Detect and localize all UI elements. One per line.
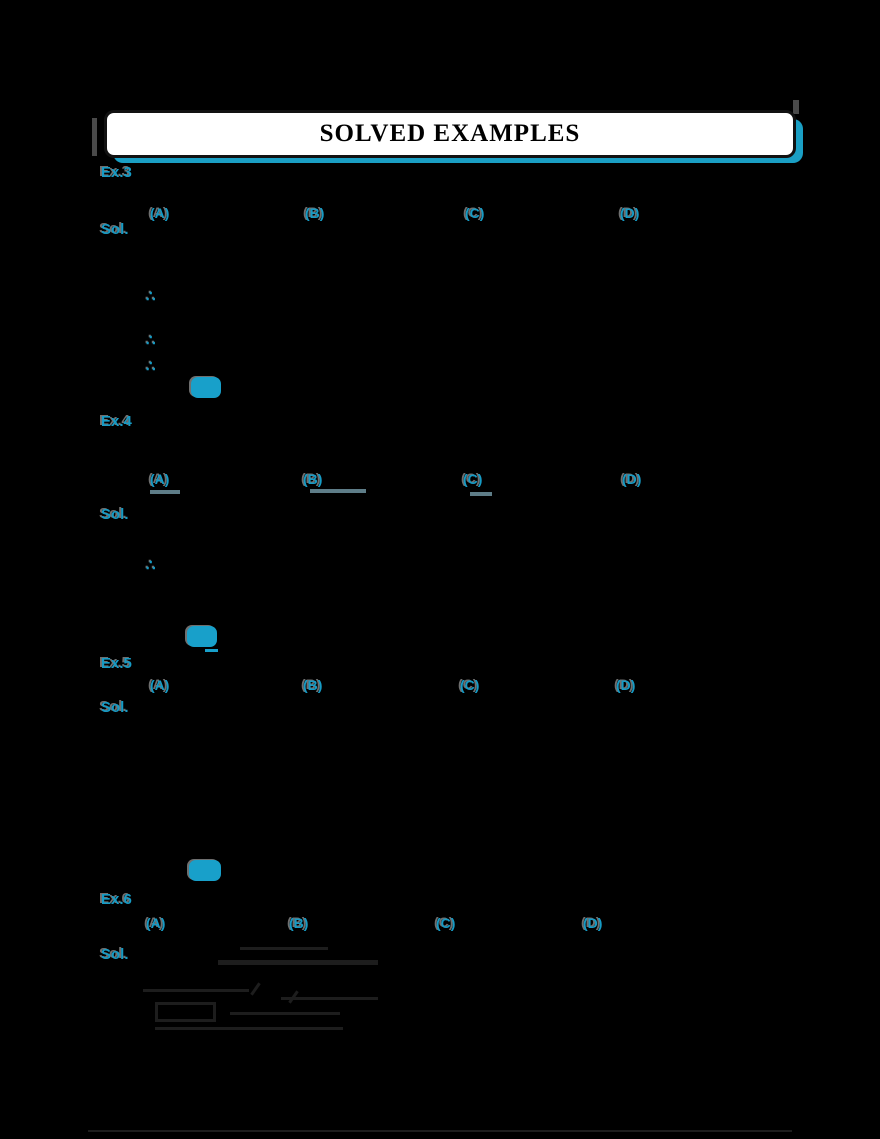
example-2-option-a: (A): [150, 471, 170, 487]
example-2-option-d: (D): [622, 471, 642, 487]
therefore-icon: ∴: [146, 557, 156, 574]
example-3-option-a: (A): [150, 677, 170, 693]
example-4-option-b: (B): [289, 915, 309, 931]
example-4-label: Ex.6: [101, 891, 132, 908]
example-4-option-d: (D): [583, 915, 603, 931]
example-1-option-d: (D): [620, 205, 640, 221]
example-1-option-a: (A): [150, 205, 170, 221]
example-1-sol-label: Sol.: [101, 221, 129, 238]
example-2-answer-highlight: [187, 626, 217, 647]
example-3-sol-label: Sol.: [101, 699, 129, 716]
fraction-bar: [310, 489, 366, 493]
example-4-option-a: (A): [146, 915, 166, 931]
answer-underline-tick: [205, 649, 218, 652]
fraction-bar: [150, 490, 180, 494]
example-3-option-d: (D): [616, 677, 636, 693]
example-2-label: Ex.4: [101, 413, 132, 430]
page-bottom-edge: [88, 1130, 792, 1132]
example-2-sol-label: Sol.: [101, 506, 129, 523]
example-1-option-c: (C): [465, 205, 485, 221]
example-3-option-b: (B): [303, 677, 323, 693]
example-4-option-c: (C): [436, 915, 456, 931]
example-3-option-c: (C): [460, 677, 480, 693]
example-1-label: Ex.3: [101, 164, 132, 181]
example-2-option-c: (C): [463, 471, 483, 487]
example-3-answer-highlight: [189, 860, 221, 881]
example-4-sol-label: Sol.: [101, 946, 129, 963]
therefore-icon: ∴: [146, 288, 156, 305]
example-2-option-b: (B): [303, 471, 323, 487]
right-edge-tick: [793, 100, 799, 114]
therefore-icon: ∴: [146, 332, 156, 349]
page-title: SOLVED EXAMPLES: [319, 120, 581, 147]
therefore-icon: ∴: [146, 358, 156, 375]
solved-examples-banner: SOLVED EXAMPLES: [104, 110, 796, 158]
example-1-option-b: (B): [305, 205, 325, 221]
example-3-label: Ex.5: [101, 655, 132, 672]
example-1-answer-highlight: [191, 377, 221, 398]
left-edge-tick: [92, 118, 97, 156]
fraction-bar: [470, 492, 492, 496]
